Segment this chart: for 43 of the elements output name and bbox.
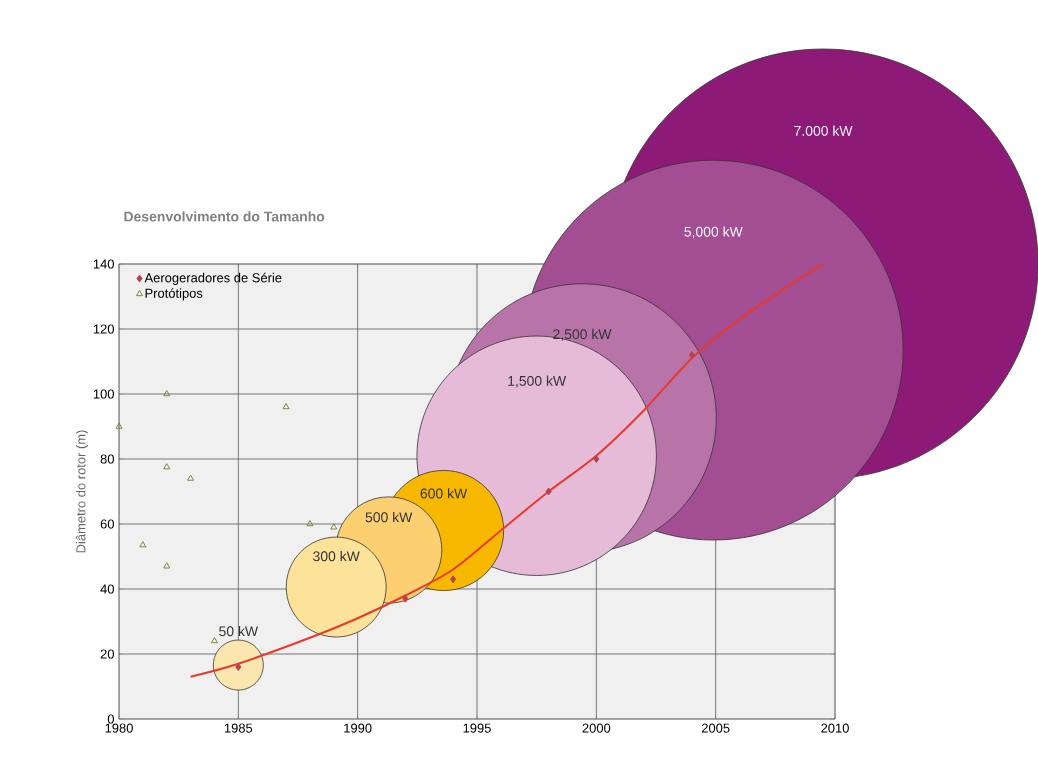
point [450,575,457,584]
point [688,351,695,359]
point [235,663,242,671]
point [211,637,218,644]
x-tick-label: 1990 [344,723,372,733]
x-tick-label: 1980 [105,723,133,733]
y-tick-label: 40 [100,584,114,594]
legend-label: Aerogeradores de Série [144,272,282,285]
x-tick-label: 2010 [821,723,849,733]
y-tick-label: 80 [100,454,114,464]
point [330,523,338,530]
annotation: 300 kW [313,550,360,562]
annotation: 50 kW [219,625,259,637]
x-tick-label: 2005 [701,723,730,733]
point [545,487,552,496]
point [115,422,123,429]
text: 7.000 kW [794,125,853,136]
annotation: 2,500 kW [553,328,612,341]
x-tick-label: 1985 [224,723,253,733]
chart-title: Desenvolvimento do Tamanho [124,211,325,222]
point [187,474,195,481]
y-tick-label: 0 [107,714,114,724]
legend-label: Protótipos [145,288,203,301]
point [139,541,147,548]
y-tick-label: 60 [100,519,114,529]
point [163,463,171,470]
y-axis-title: Diâmetro do rotor (m) [75,430,89,553]
point [306,520,314,527]
text: 5,000 kW [684,226,743,239]
x-tick-label: 1995 [463,723,491,733]
y-tick-label: 140 [93,259,114,269]
y-tick-label: 120 [93,324,114,334]
annotation: 600 kW [420,488,468,499]
point [593,455,600,463]
point [163,390,171,397]
y-tick-label: 20 [100,649,114,659]
point [402,594,409,603]
annotation: 1,500 kW [508,375,567,388]
annotation: 500 kW [365,511,413,523]
point [282,403,290,410]
y-tick-label: 100 [93,389,114,399]
x-tick-label: 2000 [582,723,611,733]
point [163,562,171,569]
